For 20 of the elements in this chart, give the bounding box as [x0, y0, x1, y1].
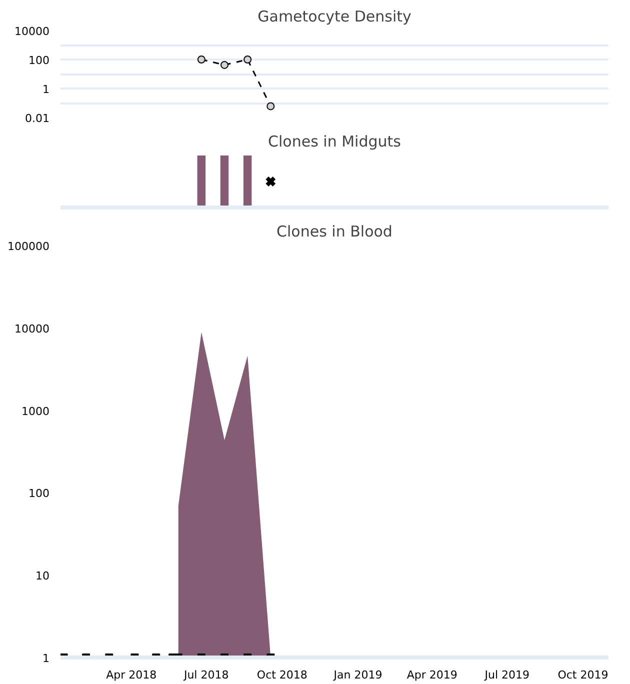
y-tick-label: 100: [28, 54, 50, 67]
y-tick-label: 1: [42, 83, 50, 96]
y-tick-label: 100: [28, 487, 50, 500]
chart-title: Clones in Midguts: [268, 132, 402, 150]
x-tick-label: Oct 2018: [256, 668, 308, 682]
x-tick-label: Jul 2019: [484, 668, 530, 682]
x-tick-label: Jul 2018: [182, 668, 229, 682]
x-tick-label: Apr 2019: [406, 668, 458, 682]
y-tick-label: 1000: [22, 404, 50, 418]
y-tick-label: 10000: [14, 322, 50, 336]
chart-title: Clones in Blood: [276, 222, 392, 240]
x-tick-label: Oct 2019: [558, 668, 608, 682]
y-tick-label: 10: [36, 570, 50, 583]
y-tick-label: 1: [42, 652, 50, 665]
y-tick-label: 10000: [14, 25, 50, 38]
y-tick-label: 100000: [8, 240, 50, 253]
x-tick-label: Jan 2019: [332, 668, 382, 682]
y-tick-label: 0.01: [25, 112, 50, 125]
x-tick-label: Apr 2018: [106, 668, 157, 682]
chart-title: Gametocyte Density: [258, 8, 412, 26]
